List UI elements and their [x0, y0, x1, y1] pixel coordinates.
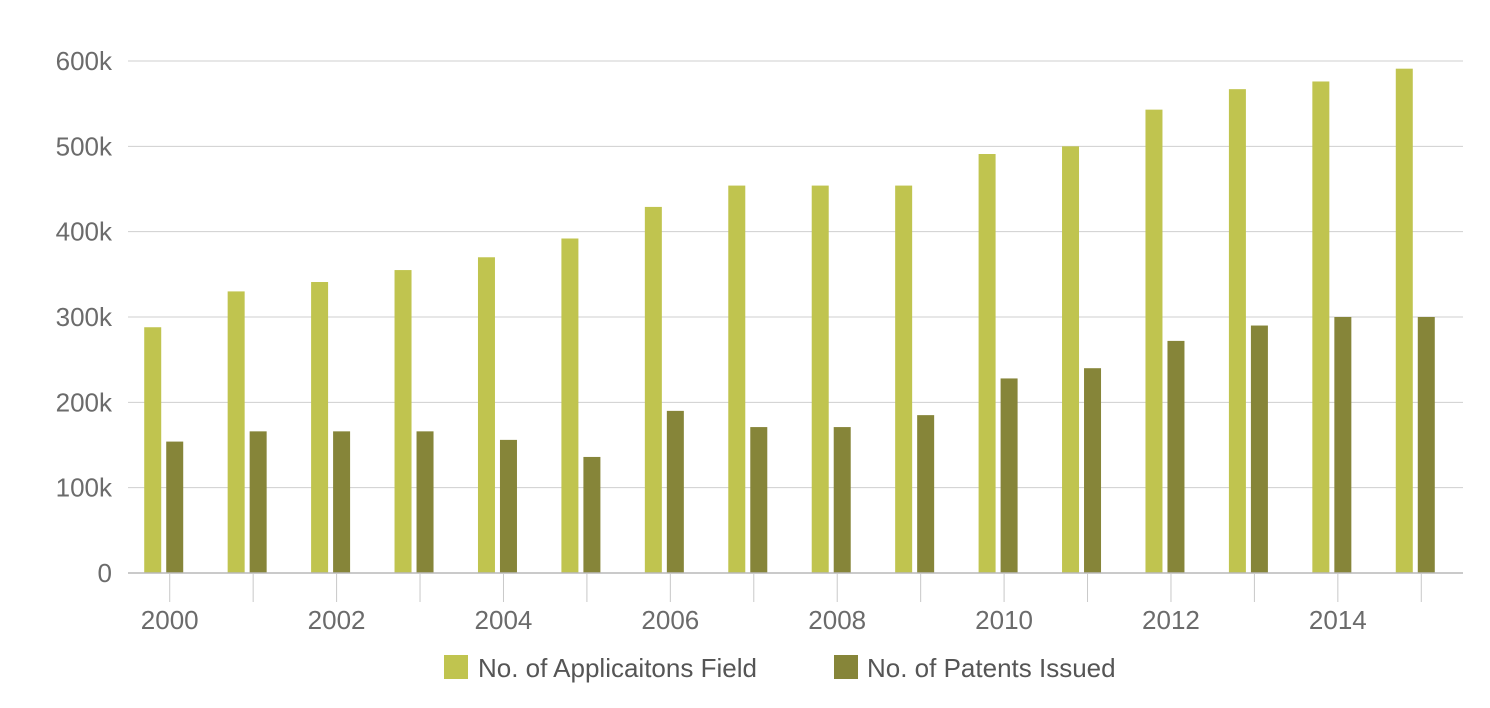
bar-patents-2001 — [249, 431, 267, 573]
x-tick-label: 2008 — [808, 605, 866, 635]
bar-applications-2008 — [811, 185, 829, 573]
x-tick-label: 2010 — [975, 605, 1033, 635]
x-tick-label: 2004 — [475, 605, 533, 635]
bar-patents-2011 — [1084, 368, 1102, 573]
y-tick-label: 100k — [56, 473, 113, 503]
y-tick-label: 200k — [56, 387, 113, 417]
x-tick-label: 2012 — [1142, 605, 1200, 635]
bar-applications-2000 — [144, 327, 162, 573]
bar-patents-2007 — [750, 427, 768, 573]
bar-applications-2009 — [895, 185, 913, 573]
bar-patents-2008 — [833, 427, 851, 573]
y-tick-label: 600k — [56, 46, 113, 76]
bar-patents-2015 — [1417, 317, 1435, 573]
bar-patents-2000 — [166, 441, 184, 573]
bar-applications-2004 — [477, 257, 495, 573]
x-axis-labels: 2000 2002 2004 2006 2008 2010 2012 2014 — [141, 605, 1367, 635]
bar-applications-2005 — [561, 238, 579, 573]
y-tick-label: 0 — [98, 558, 112, 588]
bar-applications-2001 — [227, 291, 245, 573]
bar-applications-2010 — [978, 154, 996, 573]
bar-patents-2003 — [416, 431, 434, 573]
bar-patents-2013 — [1250, 325, 1268, 573]
bar-applications-2002 — [311, 282, 329, 573]
bar-applications-2011 — [1062, 146, 1080, 574]
bar-patents-2010 — [1000, 378, 1018, 573]
bar-patents-2005 — [583, 456, 601, 573]
y-axis-labels: 0 100k 200k 300k 400k 500k 600k — [56, 46, 113, 588]
x-tick-label: 2002 — [308, 605, 366, 635]
bars — [144, 68, 1435, 574]
bar-patents-2004 — [499, 439, 517, 573]
bar-patents-2002 — [333, 431, 351, 573]
bar-applications-2007 — [728, 185, 746, 573]
x-tick-label: 2000 — [141, 605, 199, 635]
bar-applications-2014 — [1312, 81, 1330, 573]
bar-patents-2012 — [1167, 340, 1185, 573]
x-tick-label: 2006 — [641, 605, 699, 635]
x-axis — [128, 572, 1463, 602]
x-tick-label: 2014 — [1309, 605, 1367, 635]
y-tick-label: 400k — [56, 217, 113, 247]
legend: No. of Applicaitons Field No. of Patents … — [444, 653, 1116, 683]
bar-applications-2013 — [1228, 89, 1246, 573]
bar-applications-2015 — [1395, 68, 1413, 574]
bar-patents-2009 — [917, 415, 935, 573]
bar-patents-2014 — [1334, 317, 1352, 573]
bar-applications-2006 — [644, 206, 662, 574]
legend-label-patents: No. of Patents Issued — [867, 653, 1116, 683]
y-tick-label: 500k — [56, 131, 113, 161]
bar-applications-2003 — [394, 270, 412, 573]
y-tick-label: 300k — [56, 302, 113, 332]
legend-swatch-applications — [444, 655, 468, 679]
legend-swatch-patents — [834, 655, 858, 679]
legend-label-applications: No. of Applicaitons Field — [478, 653, 757, 683]
bar-patents-2006 — [666, 410, 684, 573]
bar-applications-2012 — [1145, 109, 1163, 573]
